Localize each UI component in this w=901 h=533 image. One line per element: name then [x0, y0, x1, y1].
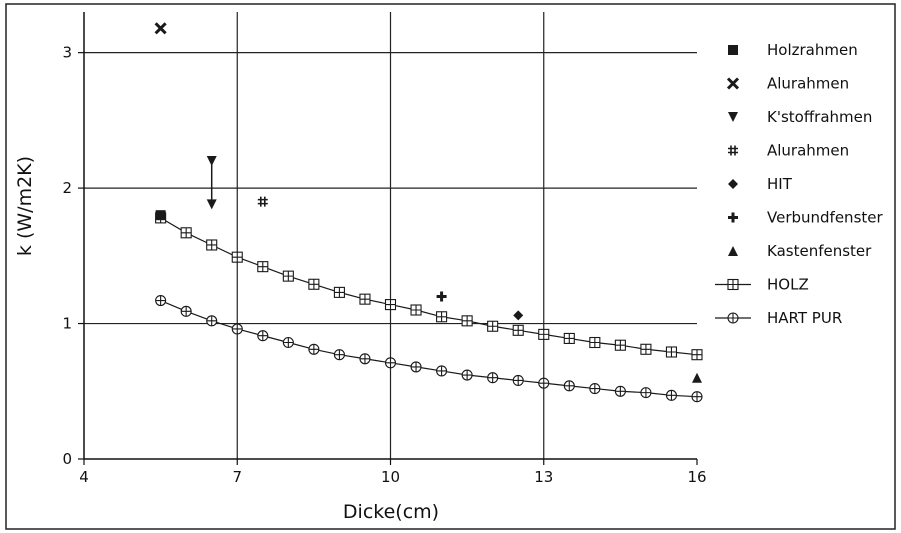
- series-2-point: [180, 305, 192, 317]
- series-2-point: [436, 365, 448, 377]
- series-1-point: [538, 328, 550, 340]
- series-2-point: [308, 343, 320, 355]
- series-layer: [155, 212, 703, 403]
- series-2-point: [155, 294, 167, 307]
- x-tick-label: 7: [232, 468, 242, 486]
- y-tick-label: 3: [62, 44, 72, 62]
- series-2-point: [359, 353, 371, 365]
- series-2-point: [231, 323, 243, 335]
- series-1-point: [589, 336, 601, 349]
- data-point-3: [206, 199, 217, 210]
- y-axis-title: k (W/m2K): [14, 156, 36, 256]
- series-2-point: [691, 391, 703, 403]
- grid: [84, 12, 697, 459]
- legend-label: HOLZ: [767, 276, 809, 294]
- series-1-point: [231, 251, 243, 263]
- points-layer: [154, 22, 702, 383]
- data-point-5: [513, 310, 524, 321]
- series-2-point: [563, 380, 575, 392]
- data-point-2: [154, 22, 167, 35]
- series-1-point: [614, 339, 626, 351]
- legend-marker: [728, 246, 738, 256]
- legend-marker: [728, 179, 738, 189]
- series-2-point: [614, 385, 626, 397]
- series-1-point: [206, 239, 218, 251]
- series-1-point: [665, 346, 678, 358]
- data-point-6: [436, 291, 447, 302]
- series-1-point: [436, 311, 448, 323]
- series-1-point: [180, 227, 192, 239]
- legend-marker: [728, 112, 738, 122]
- series-2-point: [640, 387, 652, 399]
- series-2-point: [487, 372, 499, 384]
- series-2-point: [538, 377, 550, 389]
- chart-frame: [5, 3, 896, 530]
- legend-label: HIT: [767, 175, 793, 193]
- series-2-point: [665, 389, 678, 401]
- series-1-point: [640, 343, 652, 355]
- legend-marker: [727, 278, 739, 291]
- series-2-point: [333, 349, 345, 361]
- series-1-point: [487, 320, 499, 332]
- data-point-1: [155, 210, 166, 221]
- series-1-point: [691, 349, 703, 361]
- y-tick-label: 0: [62, 450, 72, 468]
- series-line-2: [160, 299, 698, 398]
- data-point-3: [206, 156, 217, 166]
- series-1-point: [257, 261, 269, 273]
- legend-marker: [727, 312, 739, 324]
- legend-label: Kastenfenster: [767, 242, 872, 260]
- data-point-4: [257, 196, 268, 207]
- series-2-point: [461, 369, 473, 381]
- legend: Holzrahmen Alurahmen K'stoffrahmen Alurahme…: [715, 41, 883, 327]
- x-tick-label: 4: [79, 468, 89, 486]
- y-tick-label: 2: [62, 179, 72, 197]
- x-tick-label: 10: [381, 468, 400, 486]
- legend-label: K'stoffrahmen: [767, 108, 872, 126]
- legend-label: Holzrahmen: [767, 41, 858, 59]
- series-2-point: [282, 336, 294, 349]
- y-tick-label: 1: [62, 315, 72, 333]
- series-1-point: [461, 315, 473, 327]
- legend-label: HART PUR: [767, 309, 842, 327]
- series-2-point: [410, 361, 422, 373]
- data-point-7: [692, 372, 702, 383]
- x-tick-label: 13: [534, 468, 553, 486]
- x-axis-title: Dicke(cm): [343, 501, 439, 523]
- legend-label: Alurahmen: [767, 142, 849, 160]
- legend-marker: [726, 77, 740, 90]
- legend-label: Alurahmen: [767, 75, 849, 93]
- series-1-point: [308, 278, 320, 290]
- legend-label: Verbundfenster: [767, 209, 883, 227]
- series-1-point: [359, 293, 371, 305]
- x-tick-label: 16: [687, 468, 706, 486]
- series-2-point: [206, 315, 218, 327]
- series-1-point: [563, 332, 575, 344]
- series-1-point: [512, 324, 524, 336]
- series-2-point: [589, 383, 601, 395]
- series-1-point: [333, 286, 345, 298]
- legend-marker: [728, 145, 738, 156]
- series-2-point: [512, 374, 524, 386]
- series-2-point: [384, 357, 397, 369]
- axes: 4 7 10 13 16 0 1 2 3: [62, 12, 707, 486]
- legend-marker: [728, 212, 738, 223]
- legend-marker: [728, 45, 738, 55]
- series-2-point: [257, 330, 269, 342]
- series-1-point: [410, 304, 422, 316]
- series-line-1: [160, 217, 698, 356]
- series-1-point: [384, 299, 397, 311]
- series-1-point: [282, 270, 294, 282]
